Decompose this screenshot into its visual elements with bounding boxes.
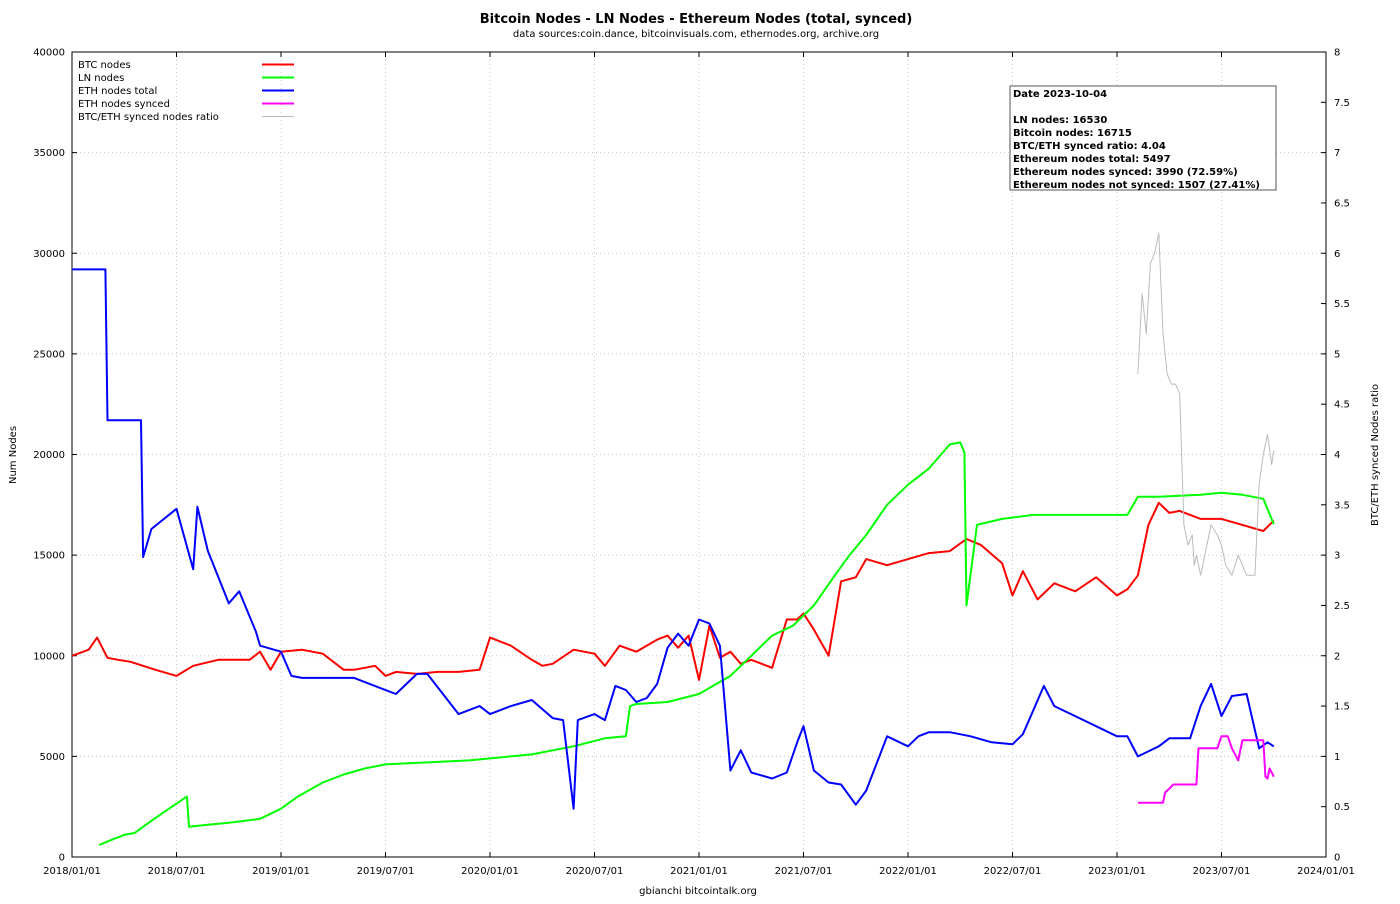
chart-subtitle: data sources:coin.dance, bitcoinvisuals.… <box>513 29 879 40</box>
x-axis-label: gbianchi bitcointalk.org <box>639 886 757 897</box>
legend-label-ln-nodes: LN nodes <box>78 73 124 84</box>
info-line-ln: LN nodes: 16530 <box>1013 115 1107 126</box>
y-tick-label-2: 10000 <box>33 651 65 662</box>
info-box-frame <box>1009 85 1277 191</box>
x-tick-label-1: 2018/07/01 <box>148 866 206 877</box>
y2-tick-label-12: 6 <box>1334 249 1340 260</box>
x-tick-label-9: 2022/07/01 <box>984 866 1042 877</box>
series-line-ln-nodes <box>98 441 1275 846</box>
legend-label-eth-nodes-total: ETH nodes total <box>78 86 157 97</box>
x-tick-label-12: 2024/01/01 <box>1297 866 1355 877</box>
y2-tick-label-14: 7 <box>1334 148 1340 159</box>
info-line-date: Date 2023-10-04 <box>1013 89 1107 100</box>
series-layer <box>71 232 1275 846</box>
y2-tick-label-5: 2.5 <box>1334 601 1350 612</box>
y2-tick-label-8: 4 <box>1334 450 1340 461</box>
x-tick-label-10: 2023/01/01 <box>1088 866 1146 877</box>
series-line-eth-nodes-synced <box>1137 735 1275 804</box>
y2-tick-label-2: 1 <box>1334 752 1340 763</box>
y-tick-label-3: 15000 <box>33 551 65 562</box>
x-tick-label-0: 2018/01/01 <box>43 866 101 877</box>
x-tick-label-4: 2020/01/01 <box>461 866 519 877</box>
legend-label-eth-nodes-synced: ETH nodes synced <box>78 99 170 110</box>
y-tick-label-7: 35000 <box>33 148 65 159</box>
info-line-eth-not-synced: Ethereum nodes not synced: 1507 (27.41%) <box>1013 180 1260 191</box>
y2-tick-label-15: 7.5 <box>1334 98 1350 109</box>
y-tick-label-0: 0 <box>59 853 65 864</box>
y-tick-label-5: 25000 <box>33 349 65 360</box>
x-tick-label-3: 2019/07/01 <box>357 866 415 877</box>
y-tick-label-1: 5000 <box>40 752 65 763</box>
y-axis-label: Num Nodes <box>8 426 19 484</box>
y2-tick-label-4: 2 <box>1334 651 1340 662</box>
legend: BTC nodes LN nodes ETH nodes total ETH node… <box>78 60 294 123</box>
y2-tick-label-7: 3.5 <box>1334 500 1350 511</box>
x-tick-label-11: 2023/07/01 <box>1193 866 1251 877</box>
chart-title: Bitcoin Nodes - LN Nodes - Ethereum Node… <box>480 12 913 27</box>
y2-tick-label-11: 5.5 <box>1334 299 1350 310</box>
y2-tick-label-16: 8 <box>1334 48 1340 59</box>
y2-tick-label-10: 5 <box>1334 349 1340 360</box>
y2-tick-label-13: 6.5 <box>1334 198 1350 209</box>
x-tick-label-7: 2021/07/01 <box>775 866 833 877</box>
legend-label-btc-eth-synced-nodes-ratio: BTC/ETH synced nodes ratio <box>78 112 219 123</box>
y2-tick-label-3: 1.5 <box>1334 702 1350 713</box>
info-box: Date 2023-10-04 LN nodes: 16530 Bitcoin … <box>1009 85 1277 191</box>
info-line-eth-synced: Ethereum nodes synced: 3990 (72.59%) <box>1013 167 1238 178</box>
y2-tick-label-0: 0 <box>1334 853 1340 864</box>
series-line-btc-eth-synced-nodes-ratio <box>1137 232 1275 576</box>
x-tick-label-5: 2020/07/01 <box>566 866 624 877</box>
series-line-eth-nodes-total <box>72 268 1275 810</box>
axes-layer: 2018/01/01 2018/07/01 2019/01/01 2019/07/01… <box>33 48 1355 878</box>
x-tick-label-6: 2021/01/01 <box>670 866 728 877</box>
y-tick-label-6: 30000 <box>33 249 65 260</box>
y2-tick-label-1: 0.5 <box>1334 802 1350 813</box>
x-tick-label-8: 2022/01/01 <box>879 866 937 877</box>
y2-tick-label-9: 4.5 <box>1334 400 1350 411</box>
legend-label-btc-nodes: BTC nodes <box>78 60 131 71</box>
info-line-ratio: BTC/ETH synced ratio: 4.04 <box>1013 141 1166 152</box>
series-line-btc-nodes <box>71 501 1275 681</box>
y2-tick-label-6: 3 <box>1334 551 1340 562</box>
y-tick-label-8: 40000 <box>33 48 65 59</box>
y2-axis-label: BTC/ETH synced Nodes ratio <box>1370 384 1381 526</box>
info-line-btc: Bitcoin nodes: 16715 <box>1013 128 1132 139</box>
y-tick-label-4: 20000 <box>33 450 65 461</box>
info-line-eth-total: Ethereum nodes total: 5497 <box>1013 154 1171 165</box>
x-tick-label-2: 2019/01/01 <box>252 866 310 877</box>
